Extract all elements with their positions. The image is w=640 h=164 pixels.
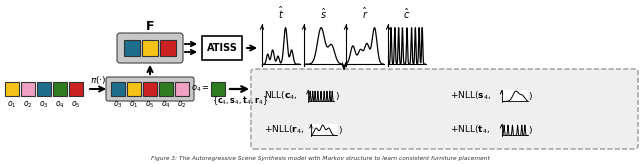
FancyBboxPatch shape: [202, 36, 242, 60]
Text: ): ): [338, 125, 342, 134]
FancyBboxPatch shape: [5, 82, 19, 96]
FancyBboxPatch shape: [53, 82, 67, 96]
Text: $o_4$: $o_4$: [55, 100, 65, 111]
Text: +NLL($\mathbf{t}_4$,: +NLL($\mathbf{t}_4$,: [449, 124, 490, 136]
Text: $o_4=$: $o_4=$: [191, 84, 210, 94]
Text: $o_3$: $o_3$: [39, 100, 49, 111]
Text: ATISS: ATISS: [207, 43, 237, 53]
Text: ): ): [529, 125, 532, 134]
FancyBboxPatch shape: [21, 82, 35, 96]
FancyBboxPatch shape: [142, 40, 158, 56]
Text: $\pi(\cdot)$: $\pi(\cdot)$: [90, 73, 106, 85]
FancyBboxPatch shape: [251, 69, 638, 149]
Text: +NLL($\mathbf{r}_4$,: +NLL($\mathbf{r}_4$,: [264, 124, 305, 136]
FancyBboxPatch shape: [143, 82, 157, 96]
FancyBboxPatch shape: [37, 82, 51, 96]
Text: $o_1$: $o_1$: [7, 100, 17, 111]
Text: $o_2$: $o_2$: [23, 100, 33, 111]
Text: $\hat{s}$: $\hat{s}$: [319, 7, 326, 21]
FancyBboxPatch shape: [117, 33, 183, 63]
Text: ): ): [529, 92, 532, 101]
Text: $\{{\bf c}_4, {\bf s}_4, {\bf t}_4, {\bf r}_4\}$: $\{{\bf c}_4, {\bf s}_4, {\bf t}_4, {\bf…: [212, 94, 269, 107]
Text: $o_5$: $o_5$: [71, 100, 81, 111]
FancyBboxPatch shape: [159, 82, 173, 96]
Text: NLL($\mathbf{c}_4$,: NLL($\mathbf{c}_4$,: [264, 90, 298, 102]
Text: $o_5$: $o_5$: [145, 100, 155, 111]
Text: ): ): [335, 92, 339, 101]
FancyBboxPatch shape: [211, 82, 225, 96]
Text: Figure 3: The Autoregressive Scene Synthesis model with Markov structure to lear: Figure 3: The Autoregressive Scene Synth…: [150, 156, 490, 161]
Text: $o_2$: $o_2$: [177, 100, 187, 111]
Text: $\mathbf{F}$: $\mathbf{F}$: [145, 20, 155, 33]
Text: $o_3$: $o_3$: [113, 100, 123, 111]
FancyBboxPatch shape: [175, 82, 189, 96]
FancyBboxPatch shape: [160, 40, 176, 56]
FancyBboxPatch shape: [106, 77, 194, 101]
Text: $\hat{c}$: $\hat{c}$: [403, 7, 411, 21]
FancyBboxPatch shape: [69, 82, 83, 96]
Text: +NLL($\mathbf{s}_4$,: +NLL($\mathbf{s}_4$,: [449, 90, 491, 102]
FancyBboxPatch shape: [111, 82, 125, 96]
Text: $\hat{r}$: $\hat{r}$: [362, 6, 368, 21]
FancyBboxPatch shape: [127, 82, 141, 96]
Text: $\hat{t}$: $\hat{t}$: [278, 5, 284, 21]
FancyBboxPatch shape: [124, 40, 140, 56]
Text: $o_4$: $o_4$: [161, 100, 171, 111]
Text: $o_1$: $o_1$: [129, 100, 139, 111]
